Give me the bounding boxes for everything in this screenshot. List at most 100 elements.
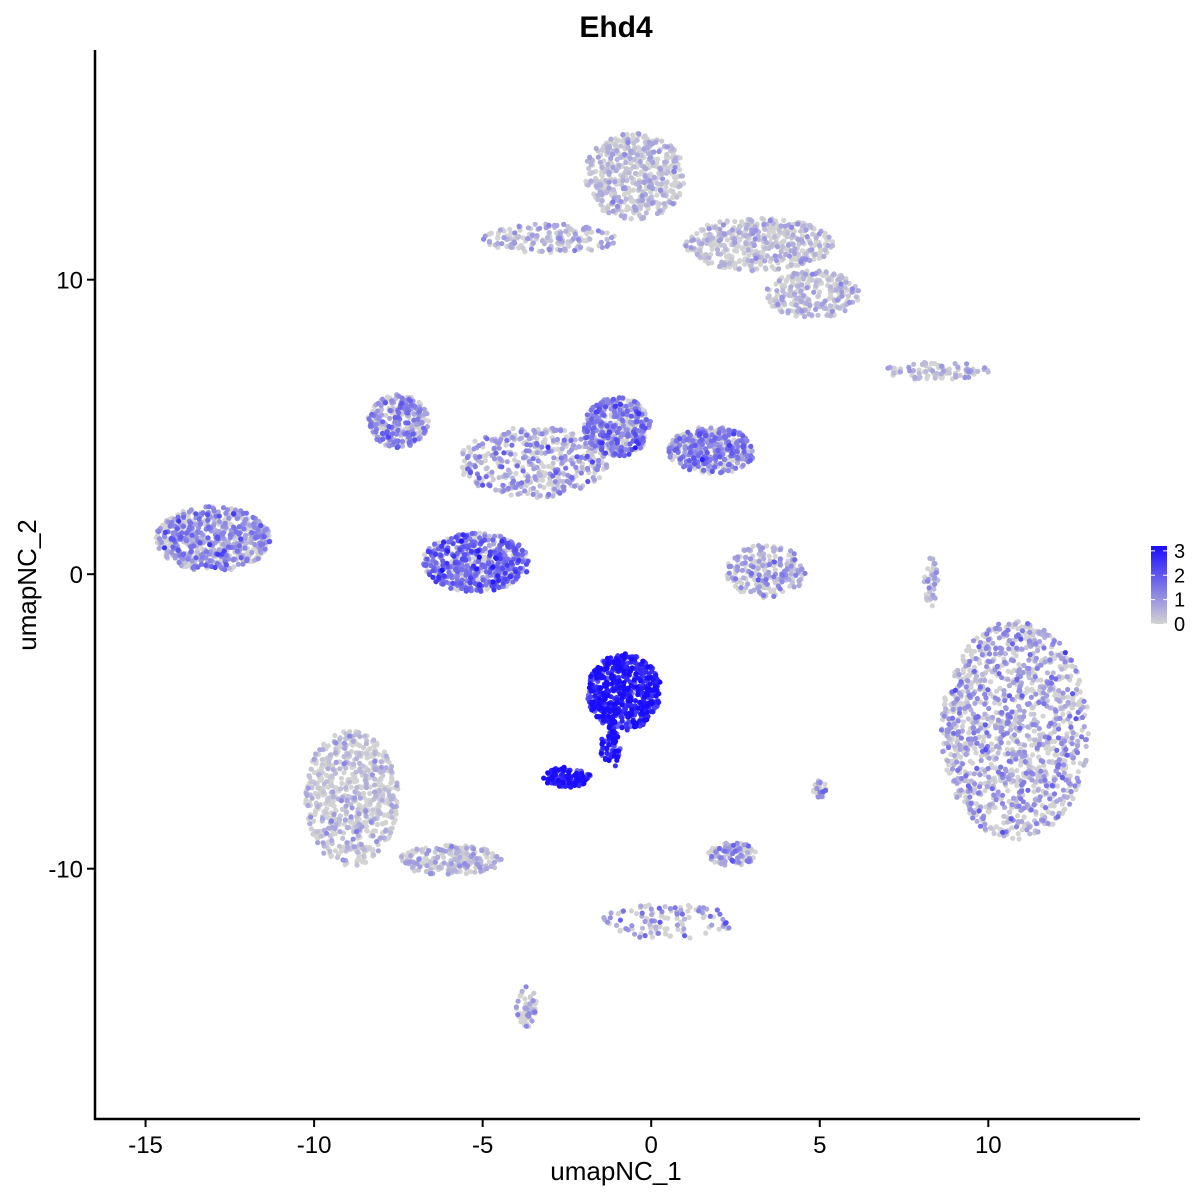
data-point	[513, 574, 519, 581]
data-point	[733, 465, 739, 471]
data-point	[641, 146, 647, 152]
data-point	[609, 447, 615, 453]
data-point	[588, 420, 594, 426]
data-point	[647, 178, 653, 184]
data-point	[257, 547, 263, 553]
data-point	[526, 459, 532, 465]
data-point	[705, 260, 712, 266]
data-point	[630, 187, 636, 193]
data-point	[793, 313, 799, 319]
data-point	[474, 480, 480, 486]
data-point	[829, 243, 836, 249]
data-point	[562, 428, 568, 434]
data-point	[375, 400, 381, 406]
data-point	[1018, 762, 1024, 768]
data-point	[550, 460, 556, 466]
data-point	[512, 230, 518, 236]
data-point	[539, 431, 545, 437]
data-point	[606, 185, 612, 191]
data-point	[732, 218, 738, 225]
data-point	[631, 156, 637, 162]
data-point	[399, 443, 405, 449]
data-point	[826, 277, 832, 283]
data-point	[721, 262, 727, 268]
data-point	[690, 438, 696, 444]
data-point	[642, 133, 648, 139]
data-point	[681, 464, 687, 470]
data-point	[716, 430, 722, 436]
data-point	[651, 174, 657, 181]
data-point	[524, 569, 530, 575]
data-point	[671, 158, 678, 164]
data-point	[616, 395, 622, 401]
data-point	[161, 545, 168, 551]
data-point	[508, 559, 514, 565]
data-point	[761, 217, 767, 223]
data-point	[669, 145, 675, 151]
data-point	[203, 549, 210, 555]
data-point	[740, 444, 746, 450]
data-point	[960, 653, 966, 659]
data-point	[173, 553, 179, 559]
data-point	[578, 470, 584, 476]
data-point	[513, 470, 519, 476]
data-point	[541, 484, 547, 491]
data-point	[537, 493, 543, 499]
data-point	[430, 568, 436, 574]
data-point	[195, 529, 201, 535]
data-point	[479, 562, 485, 568]
cluster-4	[581, 395, 653, 459]
data-point	[623, 159, 629, 165]
data-point	[829, 308, 835, 314]
data-point	[552, 486, 558, 492]
data-point	[1085, 731, 1091, 737]
data-point	[641, 179, 647, 185]
data-point	[597, 183, 604, 189]
data-point	[492, 456, 498, 462]
data-point	[783, 278, 789, 284]
data-point	[778, 249, 784, 255]
data-point	[628, 413, 635, 419]
data-point	[193, 511, 199, 517]
data-point	[785, 242, 792, 248]
data-point	[391, 439, 397, 445]
data-point	[606, 179, 612, 185]
data-point	[197, 540, 203, 546]
data-point	[803, 227, 809, 233]
data-point	[745, 581, 751, 587]
data-point	[561, 221, 567, 227]
data-point	[444, 560, 450, 566]
data-point	[481, 554, 487, 560]
data-point	[577, 485, 584, 491]
data-point	[694, 251, 700, 257]
data-point	[591, 191, 597, 197]
data-point	[575, 236, 581, 242]
cluster-7	[682, 215, 836, 274]
data-point	[657, 208, 663, 214]
data-point	[598, 447, 605, 453]
data-point	[222, 520, 228, 527]
data-point	[366, 416, 372, 422]
data-point	[572, 437, 578, 443]
data-point	[519, 480, 525, 486]
data-point	[779, 579, 785, 585]
data-point	[748, 570, 755, 577]
data-point	[767, 217, 773, 223]
data-point	[804, 234, 810, 240]
data-point	[180, 523, 187, 529]
data-point	[803, 271, 809, 277]
data-point	[736, 229, 742, 236]
data-point	[214, 534, 221, 540]
data-point	[242, 545, 248, 551]
data-point	[517, 436, 523, 442]
cluster-8	[764, 268, 862, 320]
data-point	[688, 245, 694, 251]
data-point	[798, 259, 804, 265]
data-point	[557, 490, 563, 496]
data-point	[790, 241, 796, 247]
data-point	[509, 442, 515, 448]
data-point	[762, 226, 768, 232]
data-point	[654, 180, 660, 187]
data-point	[215, 551, 221, 557]
data-point	[789, 224, 795, 230]
